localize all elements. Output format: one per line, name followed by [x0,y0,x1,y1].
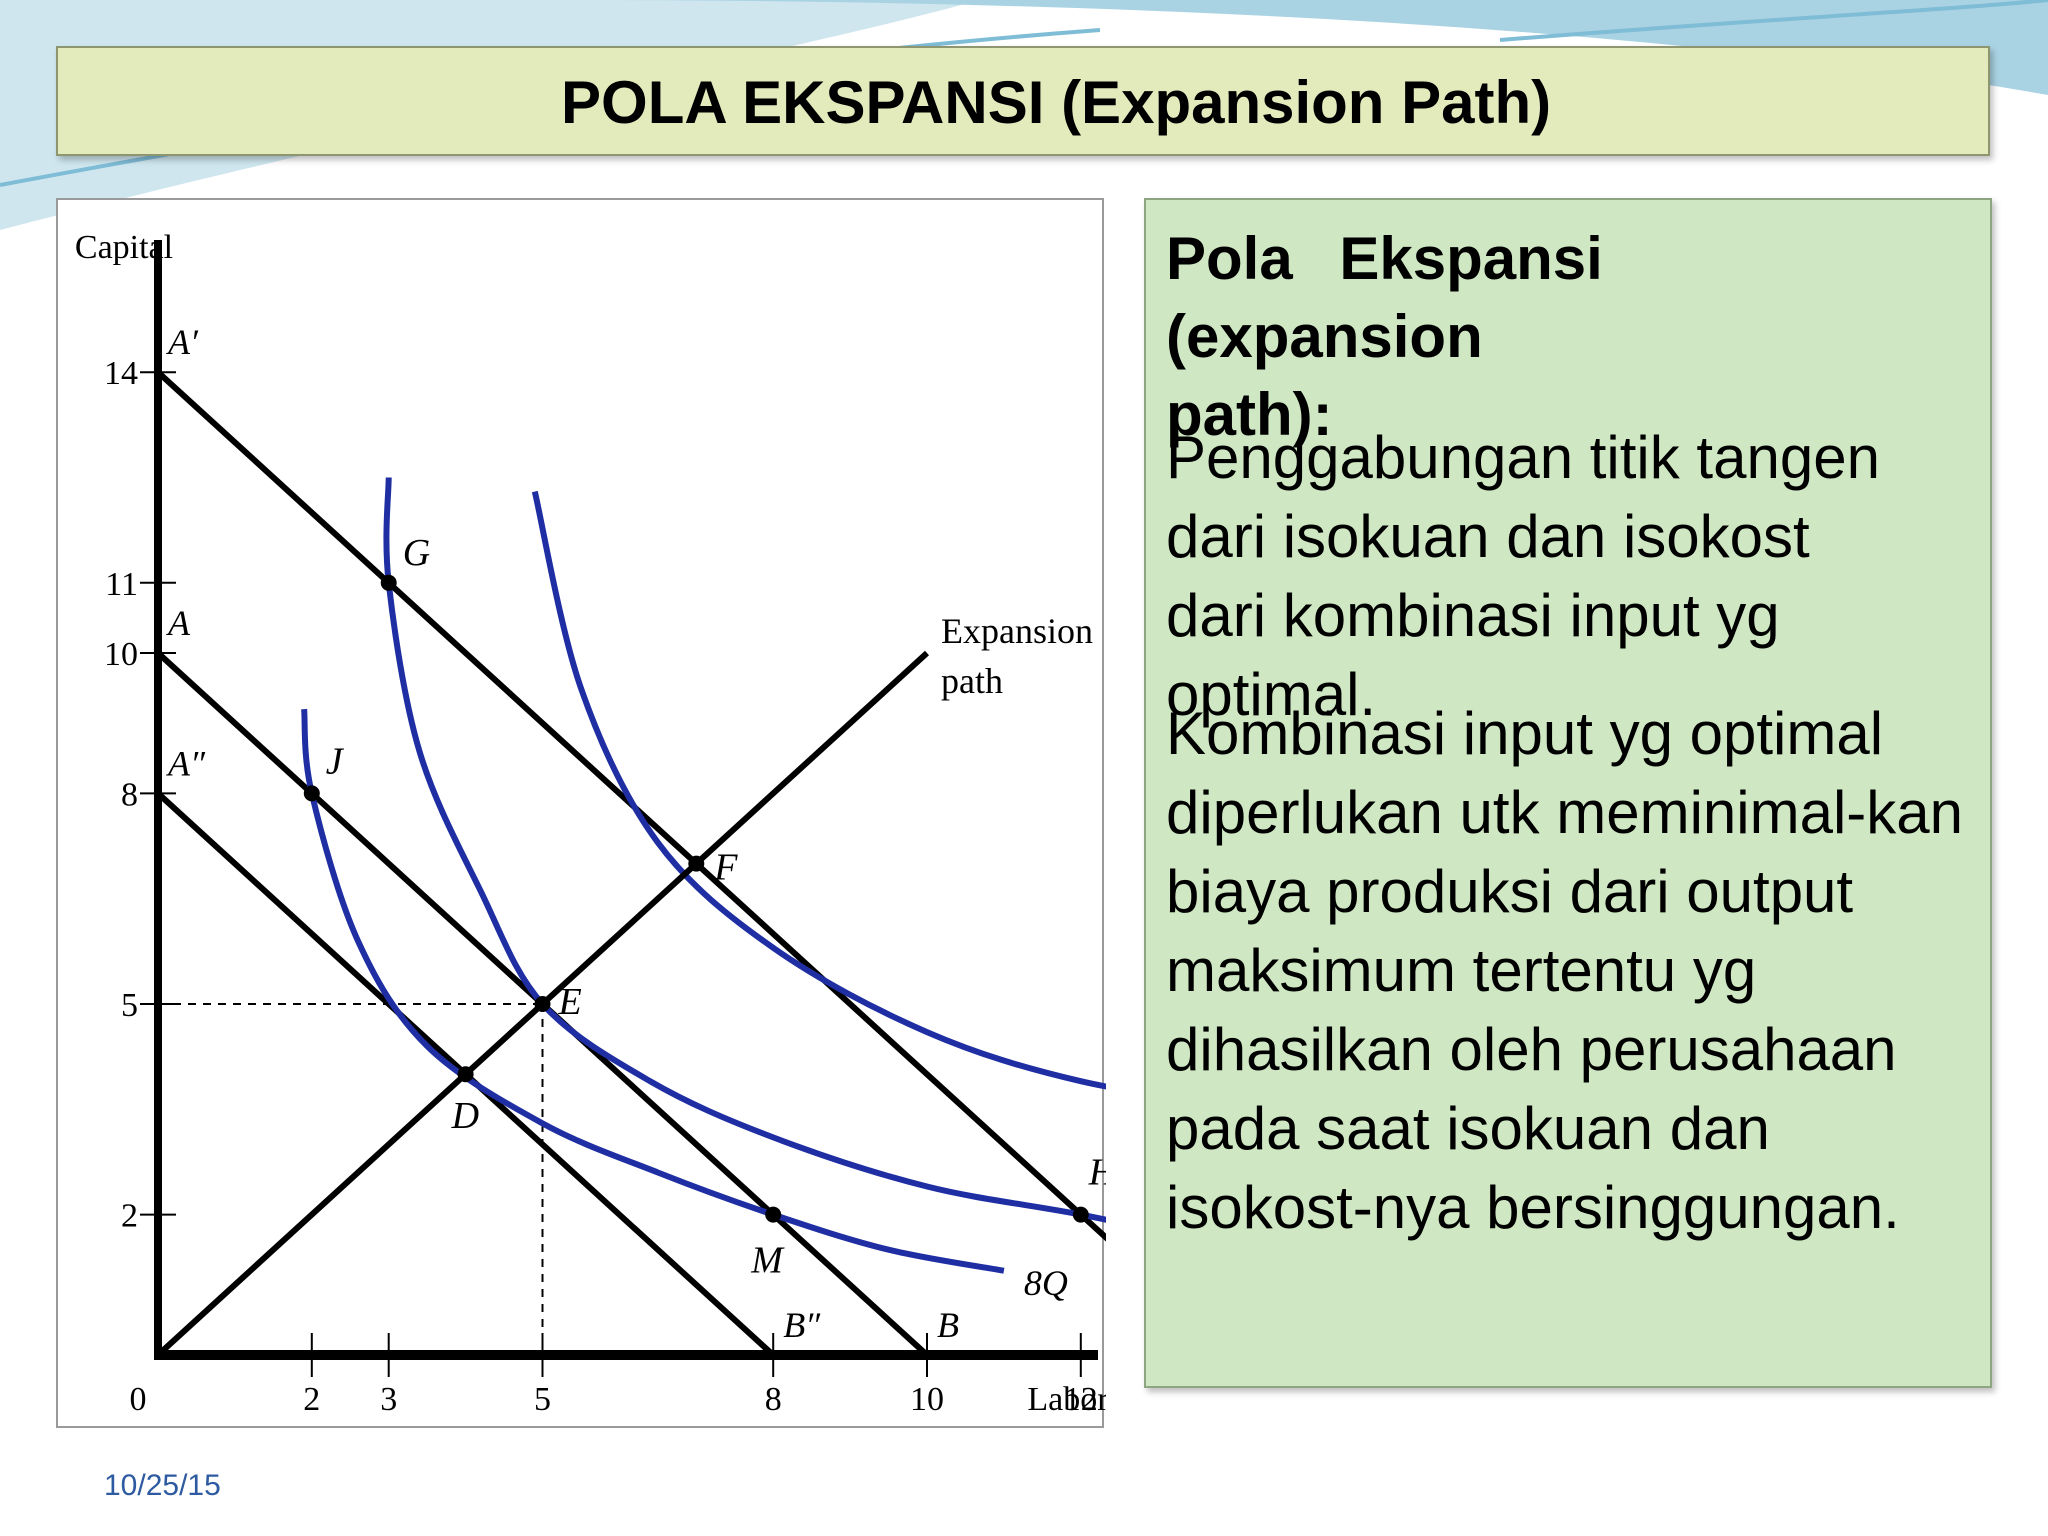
point-E [534,996,551,1012]
wave-line-2 [1499,0,2048,42]
isocost-end-label-1: B [937,1305,959,1345]
title-bar [56,46,1990,156]
point-markers [303,574,1089,1223]
isoquant-curve-14Q [531,490,1106,1090]
x-tick-label-5: 5 [534,1381,551,1418]
point-label-G: G [403,532,430,574]
panel-heading: Pola Ekspansi (expansion path): [1166,225,1603,448]
point-label-H: H [1088,1152,1106,1194]
x-tick-label-origin: 0 [130,1381,147,1418]
point-label-J: J [326,740,345,782]
isoquant-curve-8Q [301,708,1005,1274]
expansion-path-chart: Capital Labor 0 2358101214258101114 A″B″… [75,229,1106,1418]
x-tick-label-10: 10 [910,1381,944,1418]
chart-frame: Capital Labor 0 2358101214258101114 A″B″… [56,198,1106,1428]
point-label-M: M [750,1240,785,1282]
x-tick-label-12: 12 [1064,1381,1098,1418]
isocost-lines [155,369,1106,1358]
expansion-path-label-0: Expansion [941,611,1093,651]
x-tick-label-3: 3 [380,1381,397,1418]
tick-marks: 2358101214258101114 [104,355,1098,1418]
y-tick-label-5: 5 [121,987,138,1024]
point-D [457,1066,474,1083]
point-H [1072,1206,1089,1223]
y-axis-label: Capital [75,229,173,266]
x-tick-label-2: 2 [303,1381,320,1418]
y-tick-label-2: 2 [121,1198,138,1235]
explanation-panel [1144,198,1992,1388]
panel-paragraph-definition: Penggabungan titik tangen dari isokuan d… [1166,424,1880,728]
point-labels: A″B″ABA′B′8Q10Q14QExpansionpathGJFEDMH [166,322,1106,1345]
y-tick-label-10: 10 [104,636,138,673]
isocost-start-label-2: A′ [166,322,199,362]
wave-shape-right [560,0,2048,95]
point-label-F: F [713,847,738,889]
axes: Capital Labor 0 [75,229,1106,1418]
y-tick-label-8: 8 [121,776,138,813]
isoquant-curves [301,477,1106,1274]
isoquant-label-8Q: 8Q [1024,1263,1068,1303]
slide-date: 10/25/15 [104,1469,221,1502]
isocost-start-label-1: A [166,603,191,643]
dashed-guides [158,1003,544,1355]
panel-paragraph-optimal-combination: Kombinasi input yg optimal diperlukan ut… [1166,700,1963,1241]
point-J [303,785,320,802]
isocost-start-label-0: A″ [166,743,206,783]
point-label-D: D [451,1095,479,1137]
point-M [765,1206,782,1223]
isoquant-curve-10Q [383,477,1106,1223]
point-F [688,855,705,872]
isocost-line-2 [155,369,1106,1242]
point-G [380,574,397,591]
isocost-end-label-0: B″ [783,1305,821,1345]
y-tick-label-14: 14 [104,355,138,392]
x-tick-label-8: 8 [765,1381,782,1418]
expansion-path-label-1: path [941,661,1003,701]
slide-title: POLA EKSPANSI (Expansion Path) [561,69,1552,136]
point-label-E: E [558,981,582,1023]
x-axis-label: Labor [1027,1381,1106,1418]
y-tick-label-11: 11 [105,566,138,603]
